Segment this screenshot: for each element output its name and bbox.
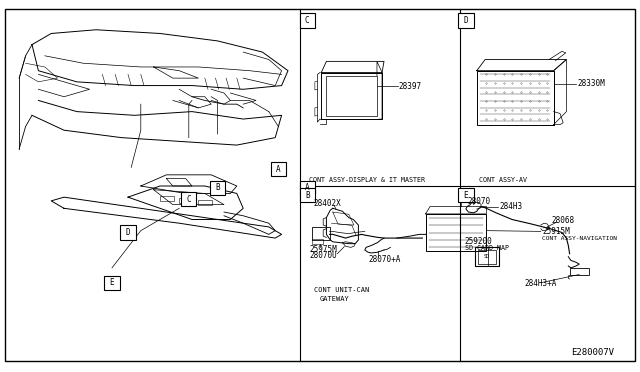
Text: A: A <box>276 165 281 174</box>
Text: B: B <box>215 183 220 192</box>
Bar <box>160 196 174 201</box>
Text: 28068: 28068 <box>552 217 575 225</box>
Text: E280007V: E280007V <box>572 348 614 357</box>
Bar <box>181 192 196 206</box>
Bar <box>300 181 315 195</box>
Bar <box>312 227 330 240</box>
Text: 28330M: 28330M <box>577 79 605 88</box>
Text: 284H3: 284H3 <box>499 202 522 211</box>
Text: SD CARD MAP: SD CARD MAP <box>465 245 509 251</box>
Text: B: B <box>305 191 310 200</box>
Bar <box>477 71 554 125</box>
Bar <box>198 200 212 205</box>
Text: E: E <box>463 191 468 200</box>
Bar <box>475 247 499 266</box>
Text: 25975M: 25975M <box>309 245 337 254</box>
Text: CONT ASSY-AV: CONT ASSY-AV <box>479 177 527 183</box>
Bar <box>179 198 193 203</box>
Text: CONT ASSY-NAVIGATION: CONT ASSY-NAVIGATION <box>542 236 617 241</box>
Text: 28070: 28070 <box>467 197 490 206</box>
Bar <box>458 13 474 28</box>
Text: GATEWAY: GATEWAY <box>320 296 349 302</box>
Bar <box>458 188 474 202</box>
Bar <box>312 239 323 244</box>
Text: E: E <box>109 278 115 287</box>
Bar <box>210 181 225 195</box>
Bar <box>271 162 286 176</box>
Text: 25915M: 25915M <box>542 227 570 236</box>
Bar <box>300 13 315 28</box>
Bar <box>478 250 496 264</box>
Text: 284H3+A: 284H3+A <box>525 279 557 288</box>
Text: CONT UNIT-CAN: CONT UNIT-CAN <box>314 287 369 293</box>
Text: 259200: 259200 <box>465 237 492 246</box>
Bar <box>570 268 589 275</box>
Bar <box>321 73 382 119</box>
Text: 28070+A: 28070+A <box>368 255 401 264</box>
Text: C: C <box>305 16 310 25</box>
Bar <box>120 225 136 240</box>
Bar <box>326 76 377 116</box>
Text: CONT ASSY-DISPLAY & IT MASTER: CONT ASSY-DISPLAY & IT MASTER <box>309 177 425 183</box>
Text: A: A <box>305 183 310 192</box>
Text: 28070U: 28070U <box>310 251 337 260</box>
Bar <box>300 188 315 202</box>
Text: D: D <box>125 228 131 237</box>
Text: C: C <box>186 195 191 203</box>
Text: 28397: 28397 <box>398 82 421 91</box>
Bar <box>104 276 120 290</box>
Text: SD: SD <box>484 254 490 259</box>
Text: 28402X: 28402X <box>314 199 341 208</box>
Bar <box>426 214 486 251</box>
Text: D: D <box>463 16 468 25</box>
